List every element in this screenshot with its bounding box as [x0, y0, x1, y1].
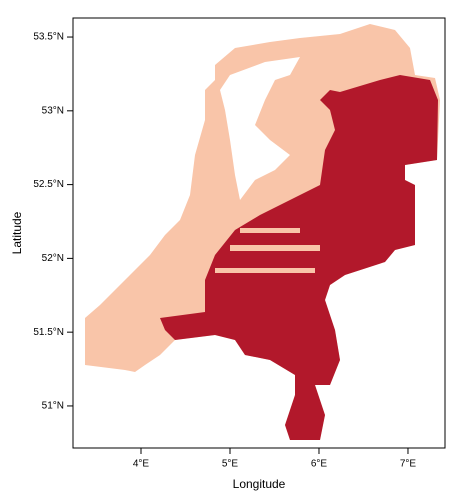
y-tick-label: 53°N	[42, 105, 64, 116]
x-tick-label: 6°E	[311, 459, 328, 470]
y-tick-label: 51.5°N	[33, 327, 64, 338]
y-tick-label: 51°N	[42, 401, 64, 412]
x-axis-title: Longitude	[233, 477, 286, 491]
x-tick-label: 7°E	[400, 459, 417, 470]
y-axis-title: Latitude	[10, 211, 24, 254]
lake	[220, 57, 300, 200]
x-tick-label: 4°E	[133, 459, 150, 470]
y-tick-label: 52.5°N	[33, 179, 64, 190]
y-tick-label: 53.5°N	[33, 32, 64, 43]
x-tick-label: 5°E	[222, 459, 239, 470]
region-dark	[160, 75, 438, 440]
map-area	[85, 24, 440, 440]
light-patches	[215, 120, 320, 273]
y-tick-label: 52°N	[42, 253, 64, 264]
plot-frame	[72, 17, 446, 449]
